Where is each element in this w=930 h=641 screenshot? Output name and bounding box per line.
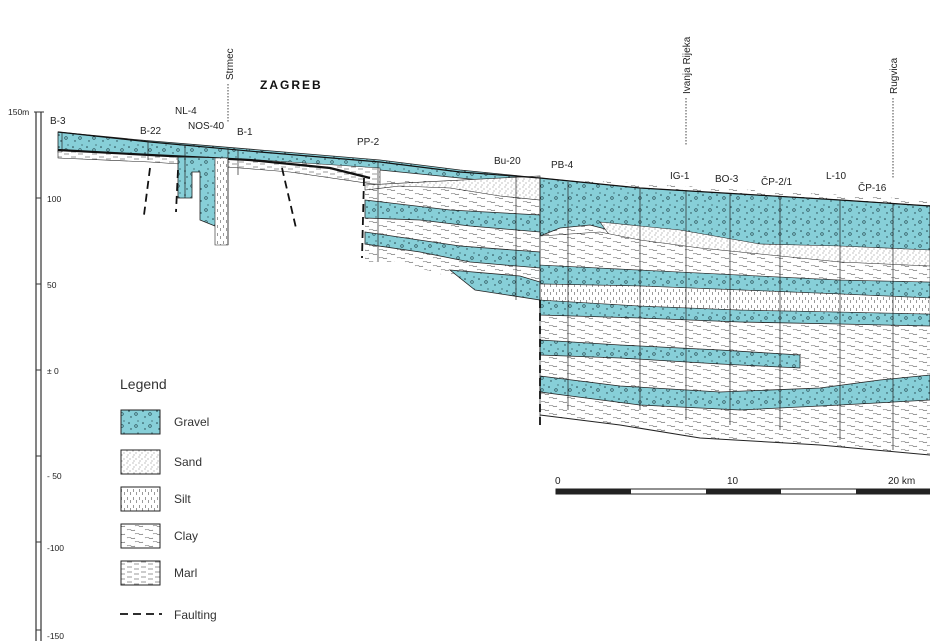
silt-swatch xyxy=(120,486,161,512)
borehole-label-bu-20: Bu-20 xyxy=(494,156,521,167)
clay-swatch xyxy=(120,523,161,549)
elevation-axis: 150m 100 50 ± 0 - 50 -100 -150 xyxy=(8,107,64,641)
axis-label-150m: 150m xyxy=(8,107,29,117)
legend-item-gravel: Gravel xyxy=(120,409,209,435)
axis-label-0: ± 0 xyxy=(47,366,59,376)
svg-text:Faulting: Faulting xyxy=(174,608,217,622)
legend-title: Legend xyxy=(120,376,167,392)
legend: Legend Gravel Sand Silt Clay Marl Faulti… xyxy=(120,376,217,622)
svg-text:Gravel: Gravel xyxy=(174,415,209,429)
legend-item-faulting: Faulting xyxy=(120,608,217,622)
axis-label-minus-50: - 50 xyxy=(47,471,62,481)
borehole-label-cp-2-1: ČP-2/1 xyxy=(761,175,793,188)
locality-ivanja-rijeka: Ivanja Rijeka xyxy=(682,36,693,145)
gravel-swatch xyxy=(120,409,161,435)
marl-swatch xyxy=(120,560,161,586)
svg-text:Rugvica: Rugvica xyxy=(889,57,900,94)
svg-text:Ivanja Rijeka: Ivanja Rijeka xyxy=(682,36,693,94)
svg-text:Strmec: Strmec xyxy=(225,48,236,80)
sand-swatch xyxy=(120,449,161,475)
scale-label-20km: 20 km xyxy=(888,476,915,487)
borehole-label-l-10: L-10 xyxy=(826,171,846,182)
axis-label-minus-150: -150 xyxy=(47,631,64,641)
axis-label-50: 50 xyxy=(47,280,57,290)
svg-text:Silt: Silt xyxy=(174,492,191,506)
scale-bar: 0 10 20 km xyxy=(555,476,930,495)
borehole-label-cp-16: ČP-16 xyxy=(858,181,887,194)
svg-text:Marl: Marl xyxy=(174,566,197,580)
borehole-label-nos-40: NOS-40 xyxy=(188,121,225,132)
legend-item-marl: Marl xyxy=(120,560,197,586)
axis-label-minus-100: -100 xyxy=(47,543,64,553)
borehole-label-b-22: B-22 xyxy=(140,126,162,137)
svg-text:Sand: Sand xyxy=(174,455,202,469)
legend-item-sand: Sand xyxy=(120,449,202,475)
locality-strmec: Strmec xyxy=(225,48,236,122)
cross-section-body xyxy=(57,131,930,456)
locality-rugvica: Rugvica xyxy=(889,57,900,178)
borehole-labels: B-3 B-22 NL-4 NOS-40 B-1 PP-2 Bu-20 PB-4… xyxy=(50,106,887,194)
borehole-label-bo-3: BO-3 xyxy=(715,174,739,185)
legend-item-clay: Clay xyxy=(120,523,198,549)
borehole-label-nl-4: NL-4 xyxy=(175,106,197,117)
svg-text:Clay: Clay xyxy=(174,529,198,543)
borehole-label-pp-2: PP-2 xyxy=(357,137,380,148)
scale-label-0: 0 xyxy=(555,476,561,487)
borehole-label-b-3: B-3 xyxy=(50,116,66,127)
axis-label-100: 100 xyxy=(47,194,61,204)
legend-item-silt: Silt xyxy=(120,486,191,512)
borehole-label-pb-4: PB-4 xyxy=(551,160,574,171)
borehole-label-ig-1: IG-1 xyxy=(670,171,690,182)
scale-label-10: 10 xyxy=(727,476,739,487)
borehole-label-b-1: B-1 xyxy=(237,127,253,138)
section-title: ZAGREB xyxy=(260,78,323,92)
